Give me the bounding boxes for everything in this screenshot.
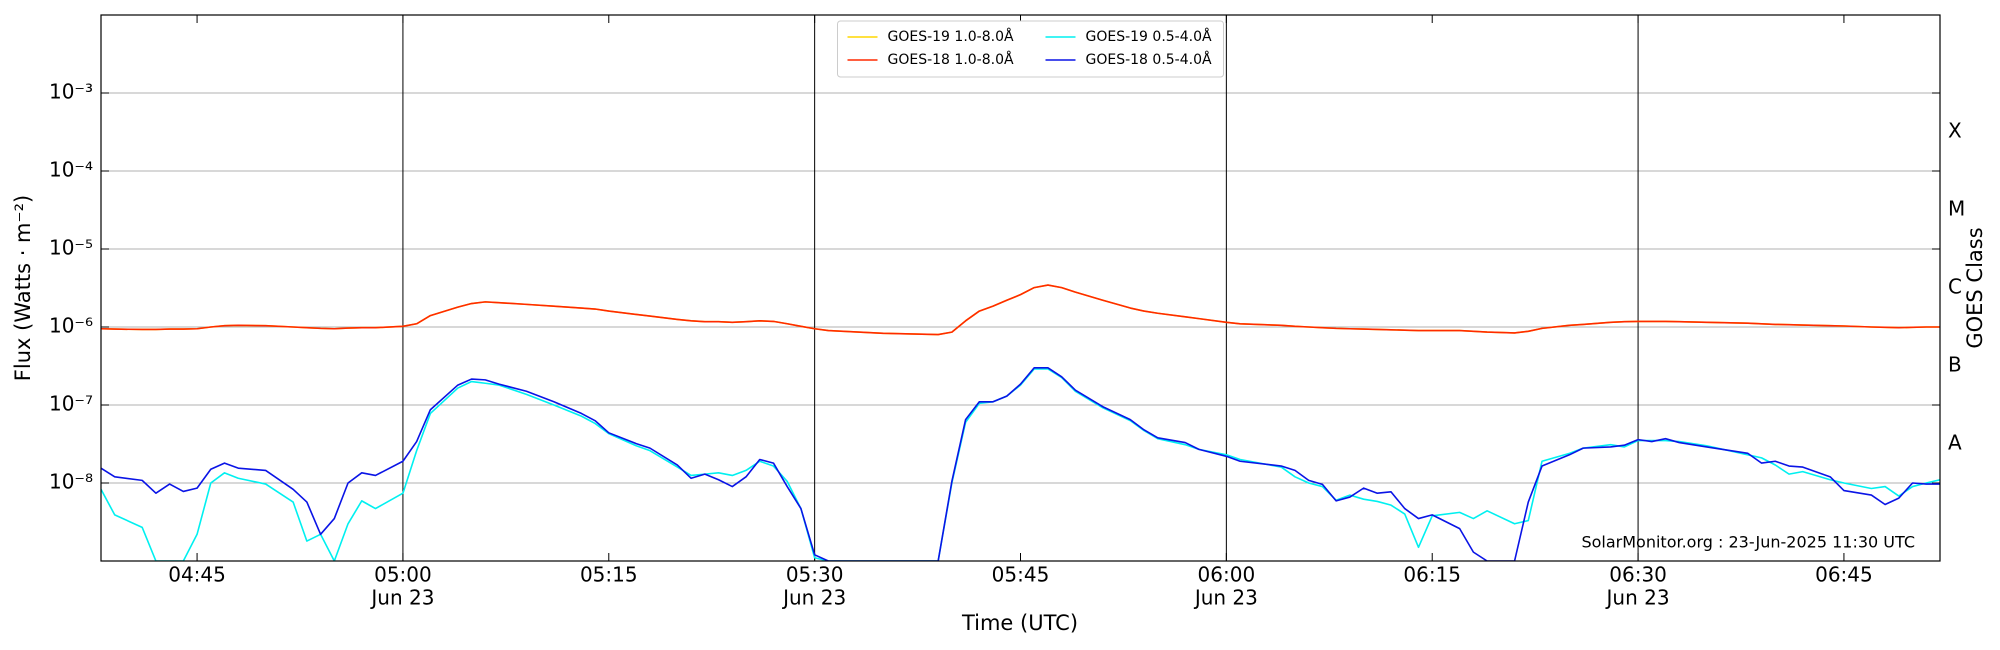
x-axis-label: Time (UTC) bbox=[961, 611, 1078, 635]
x-tick-label: 06:15 bbox=[1403, 563, 1461, 587]
y2-tick-label: B bbox=[1948, 353, 1962, 377]
y2-tick-label: X bbox=[1948, 119, 1962, 143]
x-tick-label: Jun 23 bbox=[1605, 586, 1670, 610]
y2-axis-label: GOES Class bbox=[1963, 227, 1987, 348]
x-tick-label: Jun 23 bbox=[369, 586, 434, 610]
y2-tick-label: M bbox=[1948, 197, 1965, 221]
y2-tick-label: C bbox=[1948, 275, 1962, 299]
y-tick-label: 10⁻⁷ bbox=[49, 392, 93, 416]
y-tick-label: 10⁻⁸ bbox=[49, 470, 93, 494]
x-tick-label: Jun 23 bbox=[781, 586, 846, 610]
legend-box bbox=[837, 20, 1224, 78]
y-tick-label: 10⁻³ bbox=[49, 80, 93, 104]
annotation: SolarMonitor.org : 23-Jun-2025 11:30 UTC bbox=[1581, 533, 1915, 552]
y-tick-label: 10⁻⁵ bbox=[49, 236, 93, 260]
x-tick-label: 05:45 bbox=[992, 563, 1050, 587]
legend-label: GOES-19 0.5-4.0Å bbox=[1086, 28, 1212, 45]
y-tick-label: 10⁻⁶ bbox=[49, 314, 93, 338]
legend-label: GOES-19 1.0-8.0Å bbox=[888, 28, 1014, 45]
legend-label: GOES-18 1.0-8.0Å bbox=[888, 51, 1014, 68]
y-tick-label: 10⁻⁴ bbox=[49, 158, 93, 182]
x-tick-label: Jun 23 bbox=[1193, 586, 1258, 610]
x-tick-label: 05:00 bbox=[374, 563, 432, 587]
x-tick-label: 05:30 bbox=[786, 563, 844, 587]
series-line bbox=[101, 366, 1940, 561]
x-tick-label: 06:45 bbox=[1815, 563, 1873, 587]
series-line bbox=[101, 284, 1940, 336]
legend-label: GOES-18 0.5-4.0Å bbox=[1086, 51, 1212, 68]
y2-tick-label: A bbox=[1948, 431, 1962, 455]
y-axis-label: Flux (Watts · m⁻²) bbox=[11, 195, 35, 381]
plot-frame bbox=[100, 14, 1941, 562]
x-tick-label: 06:30 bbox=[1609, 563, 1667, 587]
x-tick-label: 05:15 bbox=[580, 563, 638, 587]
x-tick-label: 06:00 bbox=[1198, 563, 1256, 587]
plot-area bbox=[101, 284, 1940, 561]
x-tick-label: 04:45 bbox=[168, 563, 226, 587]
